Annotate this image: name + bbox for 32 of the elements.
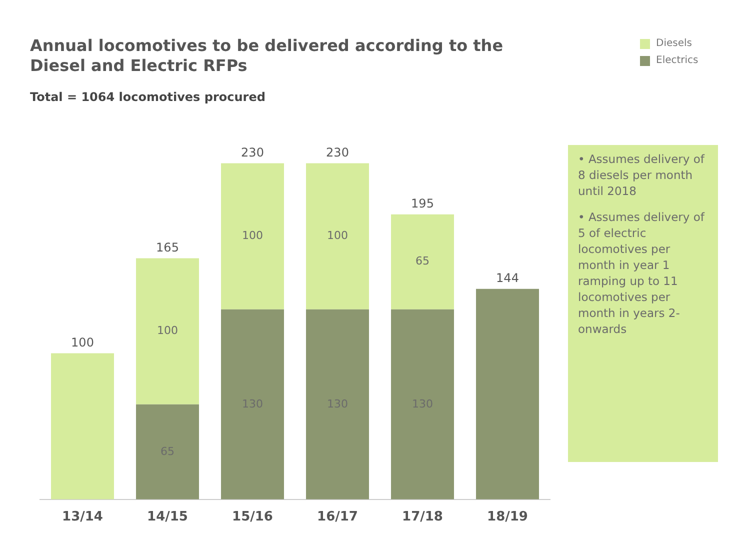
x-tick-label: 17/18 bbox=[402, 510, 443, 525]
total-label: 165 bbox=[156, 240, 179, 254]
x-tick-label: 14/15 bbox=[147, 510, 188, 525]
bar bbox=[391, 214, 454, 310]
bar bbox=[136, 404, 199, 500]
chart-title: Annual locomotives to be delivered according to the Diesel and Electric RFPs bbox=[30, 36, 504, 76]
chart-subtitle: Total = 1064 locomotives procured bbox=[30, 90, 266, 104]
text: • Assumes delivery of 5 of electric locomotives per month in year 1 ramping up to 11 locomotives per month in years 2-onwards bbox=[578, 209, 706, 337]
x-tick-label: 18/19 bbox=[487, 510, 528, 525]
total-label: 195 bbox=[411, 196, 434, 211]
bar bbox=[306, 309, 369, 500]
data-label: 100 bbox=[242, 229, 263, 242]
bar bbox=[221, 309, 284, 500]
bar bbox=[51, 353, 114, 500]
x-tick-label: 16/17 bbox=[317, 510, 358, 525]
total-label: 230 bbox=[241, 145, 264, 160]
data-label: 100 bbox=[157, 324, 178, 338]
legend-label: Diesels bbox=[656, 38, 692, 49]
total-label: 230 bbox=[326, 145, 349, 160]
bar bbox=[221, 163, 284, 310]
total-label: 144 bbox=[496, 271, 519, 286]
data-label: 100 bbox=[327, 229, 348, 242]
x-tick-label: 13/14 bbox=[62, 510, 103, 525]
text: • Assumes delivery of 8 diesels per month until 2018 bbox=[578, 151, 706, 199]
bar bbox=[391, 309, 454, 500]
x-tick-label: 15/16 bbox=[232, 510, 273, 525]
bar bbox=[136, 258, 199, 404]
data-label: 65 bbox=[416, 254, 430, 268]
bar bbox=[476, 288, 539, 500]
bar bbox=[306, 163, 369, 310]
legend-label: Electrics bbox=[656, 55, 698, 66]
total-label: 100 bbox=[71, 335, 94, 350]
